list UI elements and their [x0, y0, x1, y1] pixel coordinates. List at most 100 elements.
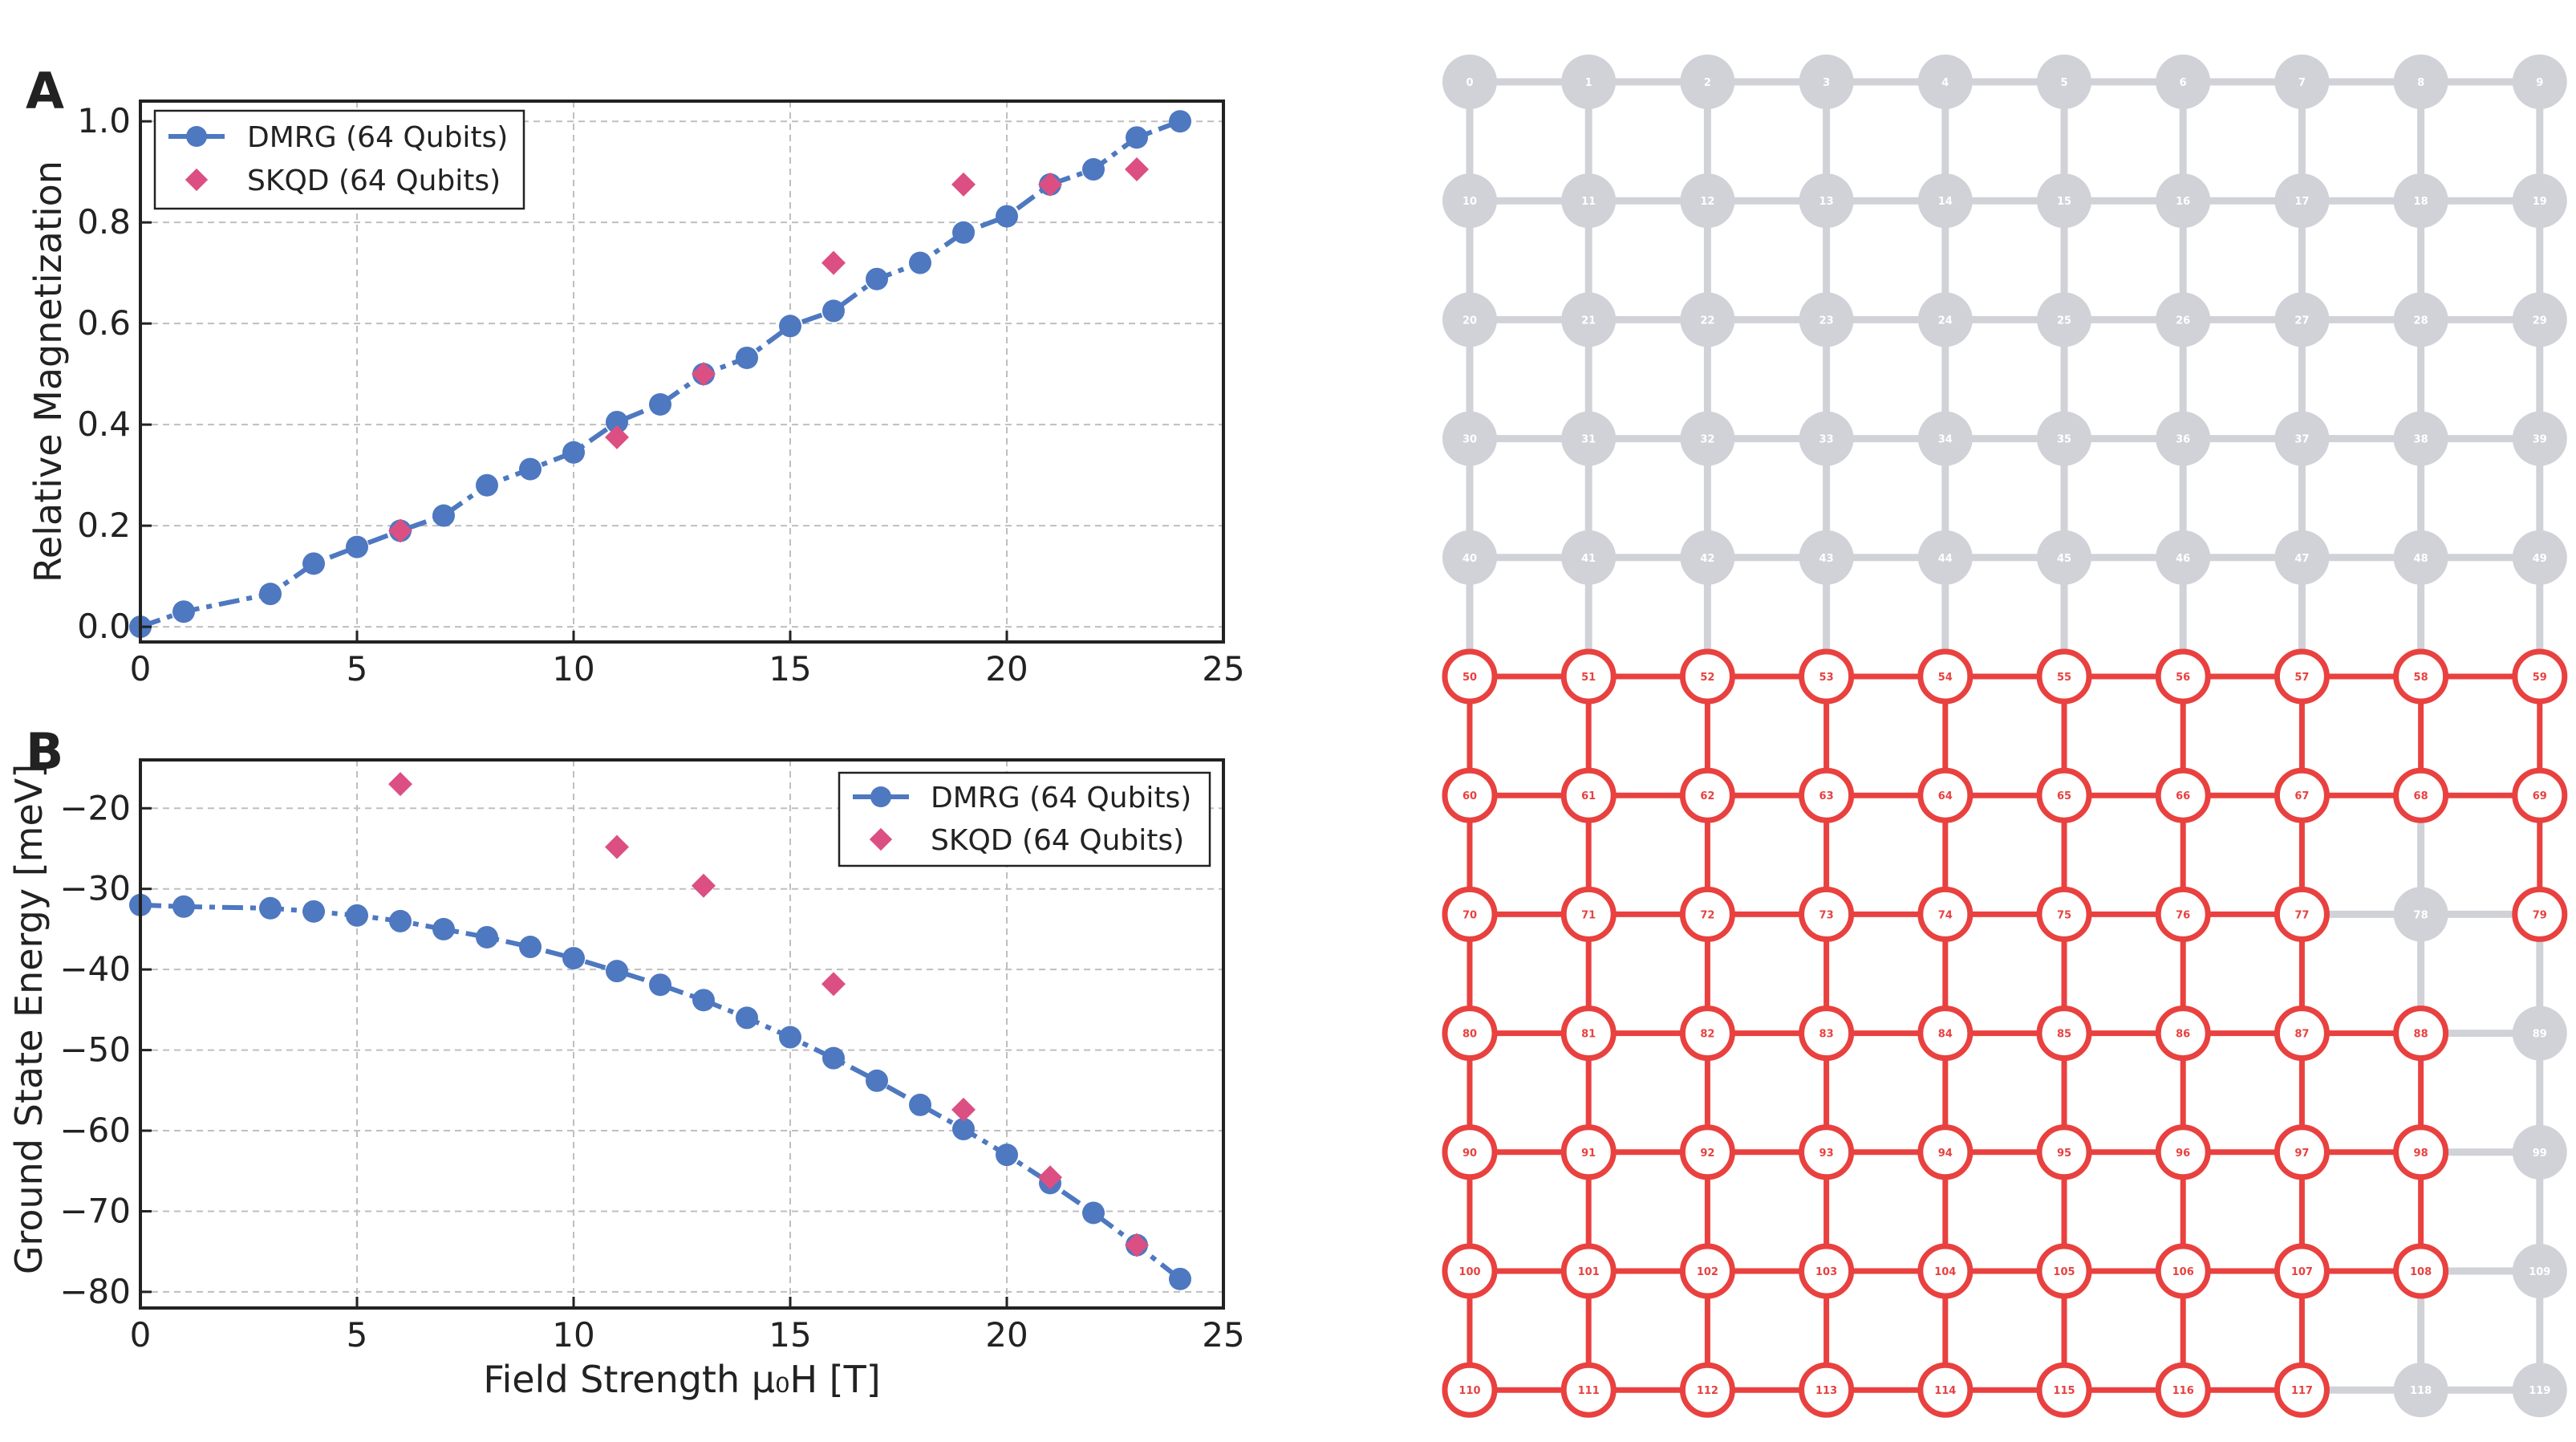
- qubit-label: 29: [2533, 315, 2547, 327]
- panel-a-legend: DMRG (64 Qubits) SKQD (64 Qubits): [153, 109, 525, 210]
- qubit-node-inactive: [1799, 530, 1854, 585]
- qubit-label: 34: [1938, 434, 1953, 446]
- qubit-node-inactive: [1442, 530, 1497, 585]
- x-tick-label: 5: [347, 649, 368, 689]
- qubit-node-inactive: [2156, 530, 2211, 585]
- y-tick-label: −20: [59, 788, 131, 827]
- qubit-label: 32: [1700, 434, 1714, 446]
- qubit-node-active: [2155, 1124, 2211, 1180]
- qubit-node-inactive: [1680, 55, 1735, 109]
- qubit-node-inactive: [2393, 887, 2448, 942]
- qubit-label: 114: [1934, 1385, 1956, 1397]
- qubit-label: 95: [2057, 1148, 2071, 1160]
- dmrg-point: [822, 1046, 845, 1070]
- qubit-node-inactive: [1917, 530, 1973, 585]
- panel-b-frame: [139, 758, 1225, 1310]
- qubit-label: 88: [2414, 1029, 2428, 1041]
- qubit-node-active: [2393, 648, 2449, 705]
- qubit-node-inactive: [1917, 55, 1973, 109]
- qubit-node-inactive: [2393, 173, 2448, 229]
- qubit-node-active: [2036, 648, 2092, 705]
- qubit-node-inactive: [1561, 292, 1617, 347]
- qubit-label: 44: [1938, 553, 1953, 565]
- qubit-node-inactive: [2037, 292, 2091, 347]
- qubit-node-inactive: [1917, 292, 1973, 347]
- dmrg-point: [1082, 1201, 1105, 1225]
- qubit-node-active: [1442, 1362, 1498, 1418]
- qubit-node-inactive: [2512, 1363, 2567, 1418]
- qubit-label: 87: [2294, 1029, 2309, 1041]
- qubit-node-inactive: [2512, 292, 2567, 347]
- qubit-label: 104: [1934, 1266, 1956, 1278]
- x-tick-label: 0: [130, 1315, 152, 1355]
- qubit-node-inactive: [1442, 411, 1497, 466]
- qubit-label: 23: [1819, 315, 1834, 327]
- qubit-node-active: [1679, 1005, 1735, 1062]
- qubit-node-inactive: [1917, 411, 1973, 466]
- qubit-node-active: [1799, 648, 1855, 705]
- qubit-label: 57: [2294, 672, 2309, 684]
- dmrg-point: [779, 315, 801, 338]
- qubit-node-inactive: [1442, 55, 1497, 109]
- qubit-label: 80: [1462, 1029, 1477, 1041]
- dmrg-point: [259, 583, 282, 606]
- qubit-label: 59: [2533, 672, 2547, 684]
- panel-b-letter: B: [26, 722, 63, 781]
- dmrg-point: [432, 917, 455, 940]
- qubit-label: 1: [1585, 77, 1592, 89]
- qubit-node-inactive: [2512, 55, 2567, 109]
- dmrg-point: [692, 989, 715, 1012]
- qubit-node-inactive: [2274, 292, 2330, 347]
- dmrg-point: [302, 900, 325, 923]
- qubit-node-active: [1442, 648, 1498, 705]
- qubit-node-active: [1442, 1005, 1498, 1062]
- qubit-label: 2: [1704, 77, 1711, 89]
- qubit-node-inactive: [1799, 292, 1854, 347]
- qubit-node-active: [1679, 886, 1735, 942]
- qubit-node-active: [2036, 1124, 2092, 1180]
- dmrg-point: [649, 973, 671, 997]
- qubit-label: 43: [1819, 553, 1834, 565]
- qubit-label: 56: [2176, 672, 2190, 684]
- qubit-node-inactive: [2037, 55, 2091, 109]
- qubit-node-inactive: [2037, 530, 2091, 585]
- legend-skqd-label: SKQD (64 Qubits): [247, 165, 501, 197]
- dmrg-point: [1169, 110, 1191, 133]
- qubit-label: 62: [1700, 790, 1714, 802]
- qubit-node-active: [1560, 886, 1617, 942]
- dmrg-point: [1169, 1267, 1191, 1290]
- y-tick-label: −30: [59, 869, 131, 908]
- qubit-node-inactive: [1799, 173, 1854, 229]
- qubit-node-active: [2036, 1005, 2092, 1062]
- qubit-node-active: [2274, 1243, 2330, 1299]
- qubit-label: 99: [2533, 1148, 2547, 1160]
- qubit-node-active: [2274, 767, 2330, 823]
- qubit-label: 48: [2414, 553, 2428, 565]
- dmrg-point: [779, 1026, 801, 1049]
- qubit-label: 33: [1819, 434, 1834, 446]
- qubit-node-active: [1799, 1362, 1855, 1418]
- qubit-label: 37: [2294, 434, 2309, 446]
- qubit-label: 74: [1938, 909, 1953, 921]
- qubit-node-active: [1679, 648, 1735, 705]
- qubit-label: 42: [1700, 553, 1714, 565]
- qubit-node-active: [1917, 1124, 1974, 1180]
- qubit-node-inactive: [2156, 173, 2211, 229]
- y-tick-label: 0.8: [77, 202, 131, 242]
- qubit-node-inactive: [2512, 1005, 2567, 1061]
- qubit-label: 106: [2172, 1266, 2194, 1278]
- qubit-label: 98: [2414, 1148, 2428, 1160]
- qubit-label: 85: [2057, 1029, 2071, 1041]
- dmrg-point: [172, 600, 195, 624]
- skqd-point: [821, 972, 846, 997]
- legend-skqd-marker: [869, 827, 893, 851]
- dmrg-line: [140, 902, 1182, 1282]
- qubit-node-active: [1799, 1243, 1855, 1299]
- qubit-label: 71: [1581, 909, 1596, 921]
- qubit-label: 105: [2053, 1266, 2075, 1278]
- dmrg-point: [259, 896, 282, 920]
- qubit-label: 7: [2298, 77, 2306, 89]
- qubit-label: 117: [2291, 1385, 2313, 1397]
- qubit-label: 78: [2414, 909, 2428, 921]
- qubit-node-active: [1799, 767, 1855, 823]
